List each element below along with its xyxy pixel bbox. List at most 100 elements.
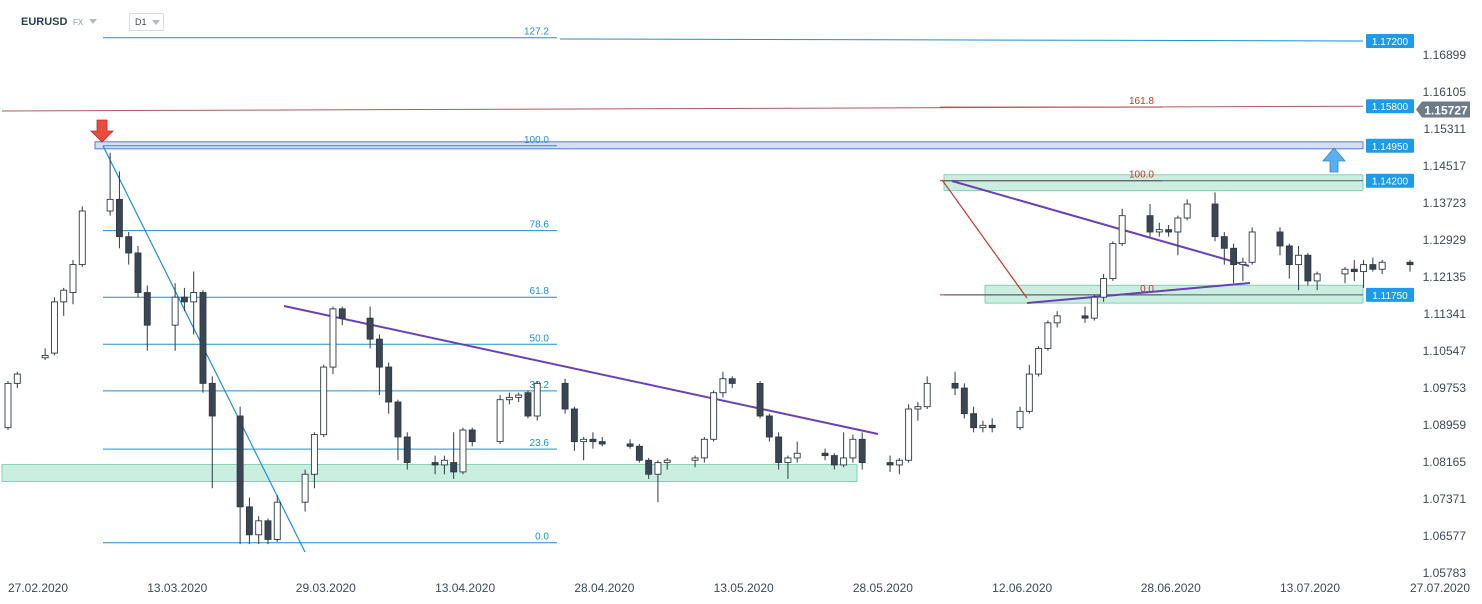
- candle-body: [1406, 261, 1414, 266]
- price-axis: 1.16899 1.16105 1.15311 1.14517 1.13723 1.129…: [1423, 48, 1467, 580]
- candle-body: [858, 438, 866, 464]
- candle-body: [1378, 261, 1386, 270]
- price-tag: [1366, 99, 1414, 114]
- candle-body: [366, 317, 374, 340]
- timeframe-select[interactable]: D1: [129, 13, 164, 31]
- price-tag-label: 1.14200: [1372, 177, 1409, 188]
- support-zone-2: [984, 284, 1364, 304]
- market-label[interactable]: FX: [73, 18, 84, 27]
- date-tick-label: 13.04.2020: [435, 581, 495, 595]
- candle-body: [13, 373, 21, 384]
- price-tick-label: 1.12135: [1423, 270, 1467, 284]
- date-tick-label: 13.03.2020: [147, 581, 207, 595]
- trendline-3: [1026, 282, 1251, 304]
- target-line-1.172: [559, 38, 1364, 42]
- candle-body: [496, 399, 504, 443]
- candle-body: [598, 441, 606, 445]
- date-tick-label: 29.03.2020: [296, 581, 356, 595]
- date-tick-label: 27.02.2020: [8, 581, 68, 595]
- price-tick-label: 1.16899: [1423, 48, 1467, 62]
- chevron-down-icon: [152, 20, 160, 25]
- date-axis: 27.02.2020 13.03.2020 29.03.2020 13.04.2020…: [8, 581, 1470, 595]
- candle-body: [1220, 236, 1228, 249]
- candle-body: [784, 457, 792, 464]
- price-tag-label: 1.11750: [1372, 291, 1408, 302]
- fib2-anchor-line: [941, 179, 1028, 299]
- candle-body: [1276, 231, 1284, 247]
- candle-body: [41, 354, 49, 359]
- date-tick-label: 27.07.2020: [1410, 581, 1470, 595]
- fib-level-label: 78.6: [530, 220, 550, 231]
- candle-body: [143, 292, 151, 326]
- candle-body: [106, 198, 114, 212]
- candle-body: [570, 408, 578, 443]
- candle-body: [905, 408, 913, 461]
- candle-body: [970, 413, 978, 429]
- candle-body: [264, 520, 272, 540]
- candle-body: [580, 438, 588, 443]
- price-tick-label: 1.11341: [1424, 307, 1467, 321]
- candle-body: [115, 198, 123, 238]
- candle-body: [171, 296, 179, 326]
- candle-body: [1350, 268, 1358, 273]
- price-tick-label: 1.14517: [1423, 159, 1467, 173]
- price-tick-label: 1.05783: [1423, 566, 1467, 580]
- candle-body: [821, 452, 829, 457]
- candle-body: [515, 394, 523, 398]
- candle-body: [988, 424, 996, 429]
- price-tick-label: 1.12929: [1423, 233, 1467, 247]
- candle-body: [728, 378, 736, 384]
- candle-body: [951, 382, 959, 389]
- chevron-down-icon[interactable]: [89, 19, 97, 24]
- candle-body: [440, 459, 448, 466]
- candle-body: [1285, 245, 1293, 266]
- candle-body: [700, 438, 708, 459]
- candle-body: [840, 457, 848, 466]
- resistance-band-1.1495: [94, 141, 1364, 150]
- candle-body: [691, 457, 699, 461]
- trendline-1: [283, 305, 879, 435]
- price-tag-label: 1.14950: [1372, 142, 1409, 153]
- candle-body: [329, 308, 337, 368]
- candle-body: [1081, 315, 1089, 319]
- candle-body: [663, 459, 671, 464]
- candle-body: [589, 438, 597, 443]
- candle-body: [793, 452, 801, 459]
- symbol-label[interactable]: EURUSD: [21, 16, 68, 28]
- fib2-level-label: 100.0: [1129, 170, 1154, 181]
- candle-body: [450, 462, 458, 473]
- candle-body: [635, 445, 643, 461]
- candle-body: [979, 424, 987, 429]
- candle-body: [310, 434, 318, 475]
- price-tick-label: 1.09753: [1423, 381, 1467, 395]
- price-tick-label: 1.13723: [1423, 196, 1467, 210]
- fib-level-label: 50.0: [530, 333, 550, 344]
- candle-body: [385, 366, 393, 403]
- candle-body: [403, 436, 411, 464]
- date-tick-label: 13.05.2020: [714, 581, 774, 595]
- candle-body: [1100, 278, 1108, 298]
- price-tags-layer: 1.17200 1.15800 1.14950 1.14200 1.11750 1.157…: [1366, 33, 1470, 302]
- candle-body: [320, 366, 328, 436]
- candle-body: [1035, 348, 1043, 375]
- support-zone-1: [1, 464, 858, 482]
- candle-body: [394, 401, 402, 438]
- price-tick-label: 1.10547: [1423, 344, 1467, 358]
- date-tick-label: 28.06.2020: [1141, 581, 1201, 595]
- candle-body: [654, 462, 662, 475]
- price-tag: [1366, 173, 1414, 188]
- candle-body: [1155, 229, 1163, 233]
- candle-body: [1025, 373, 1033, 412]
- candle-body: [765, 415, 773, 438]
- candle-body: [1165, 229, 1173, 233]
- candle-body: [1053, 315, 1061, 324]
- candle-body: [1090, 296, 1098, 319]
- candle-body: [431, 462, 439, 466]
- candle-body: [245, 506, 253, 536]
- drawings-layer: [1, 38, 1364, 553]
- price-tick-label: 1.07371: [1423, 492, 1467, 506]
- candle-body: [208, 382, 216, 417]
- candle-body: [1239, 261, 1247, 266]
- candle-body: [1369, 264, 1377, 270]
